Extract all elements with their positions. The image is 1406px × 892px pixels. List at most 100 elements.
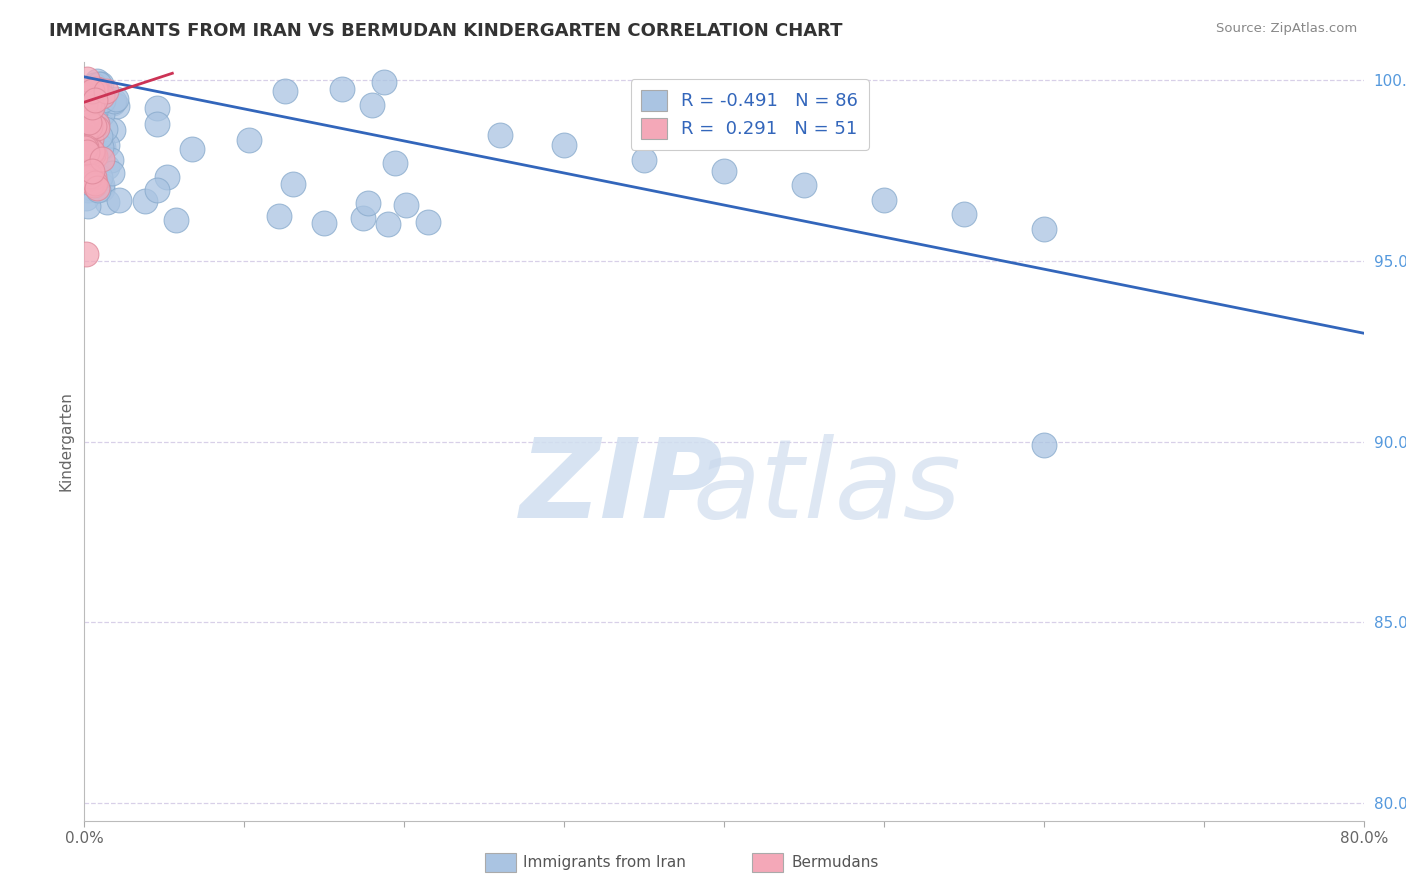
Point bbox=[76, 165, 98, 179]
Point bbox=[75, 94, 97, 108]
Point bbox=[82, 100, 104, 114]
Point bbox=[91, 152, 114, 166]
Point bbox=[75, 88, 97, 103]
Point bbox=[75, 112, 97, 127]
Point bbox=[553, 138, 575, 153]
Point bbox=[84, 93, 107, 107]
Point bbox=[75, 161, 97, 175]
Point bbox=[96, 138, 118, 153]
Point bbox=[80, 164, 103, 178]
Point bbox=[73, 141, 96, 155]
Point bbox=[86, 85, 108, 99]
Point bbox=[352, 211, 374, 226]
Point bbox=[75, 154, 97, 169]
Point bbox=[269, 209, 291, 223]
Point bbox=[77, 115, 100, 129]
Point bbox=[104, 92, 127, 106]
Point bbox=[100, 166, 122, 180]
Point bbox=[73, 124, 96, 138]
Point bbox=[75, 87, 97, 101]
Point bbox=[633, 153, 655, 167]
Point bbox=[87, 132, 110, 146]
Point bbox=[79, 169, 101, 183]
Point bbox=[75, 247, 97, 261]
Point bbox=[82, 140, 104, 154]
Point bbox=[79, 89, 101, 103]
Point bbox=[96, 194, 118, 209]
Text: IMMIGRANTS FROM IRAN VS BERMUDAN KINDERGARTEN CORRELATION CHART: IMMIGRANTS FROM IRAN VS BERMUDAN KINDERG… bbox=[49, 22, 842, 40]
Point bbox=[83, 178, 105, 192]
Point bbox=[77, 130, 100, 145]
Point bbox=[86, 121, 108, 136]
Point bbox=[146, 101, 169, 115]
Point bbox=[83, 155, 105, 169]
Point bbox=[83, 158, 105, 172]
Point bbox=[91, 178, 114, 193]
Point bbox=[76, 135, 98, 149]
Point bbox=[79, 164, 101, 178]
Point bbox=[87, 145, 110, 160]
Point bbox=[76, 96, 98, 111]
Point bbox=[83, 119, 105, 133]
Point bbox=[76, 110, 98, 124]
Point bbox=[103, 94, 125, 108]
Point bbox=[91, 89, 114, 103]
Point bbox=[75, 97, 97, 112]
Text: Bermudans: Bermudans bbox=[792, 855, 879, 870]
Point bbox=[83, 170, 105, 185]
Point bbox=[84, 81, 107, 95]
Point bbox=[75, 130, 97, 145]
Point bbox=[75, 82, 97, 96]
Point bbox=[83, 78, 105, 92]
Point bbox=[89, 169, 111, 184]
Point bbox=[357, 196, 380, 211]
Point bbox=[181, 142, 204, 156]
Point bbox=[76, 153, 98, 167]
Point bbox=[77, 97, 100, 112]
Point bbox=[91, 106, 114, 120]
Point bbox=[80, 175, 103, 189]
Point bbox=[80, 180, 103, 194]
Point bbox=[793, 178, 815, 193]
Text: atlas: atlas bbox=[692, 434, 960, 541]
Point bbox=[103, 123, 125, 137]
Point bbox=[238, 133, 260, 147]
FancyBboxPatch shape bbox=[485, 853, 516, 872]
Point bbox=[80, 84, 103, 98]
Point bbox=[330, 82, 353, 96]
Point bbox=[91, 182, 114, 196]
Point bbox=[1032, 438, 1054, 452]
Point bbox=[76, 170, 98, 185]
Point bbox=[79, 101, 101, 115]
Point bbox=[89, 129, 111, 144]
Point bbox=[377, 217, 399, 231]
Point bbox=[84, 176, 107, 190]
Point bbox=[77, 112, 100, 126]
Point bbox=[274, 84, 297, 98]
Point bbox=[146, 117, 169, 131]
Point bbox=[77, 183, 100, 197]
Point bbox=[90, 77, 112, 91]
Point bbox=[91, 93, 114, 107]
Point bbox=[87, 183, 110, 197]
Point bbox=[96, 85, 118, 99]
Point bbox=[76, 112, 98, 126]
Point bbox=[105, 99, 128, 113]
Point bbox=[96, 160, 118, 174]
Point bbox=[86, 74, 108, 88]
Point bbox=[73, 105, 96, 120]
Point bbox=[75, 140, 97, 154]
Point bbox=[83, 149, 105, 163]
Point bbox=[84, 114, 107, 128]
Point bbox=[76, 171, 98, 186]
Point bbox=[76, 71, 98, 86]
Point bbox=[79, 132, 101, 146]
Text: Immigrants from Iran: Immigrants from Iran bbox=[523, 855, 686, 870]
Point bbox=[77, 199, 100, 213]
Point bbox=[489, 128, 512, 142]
Point bbox=[82, 95, 104, 110]
Point bbox=[953, 207, 976, 221]
Point bbox=[373, 74, 395, 88]
Point bbox=[73, 90, 96, 104]
Point bbox=[395, 198, 418, 212]
